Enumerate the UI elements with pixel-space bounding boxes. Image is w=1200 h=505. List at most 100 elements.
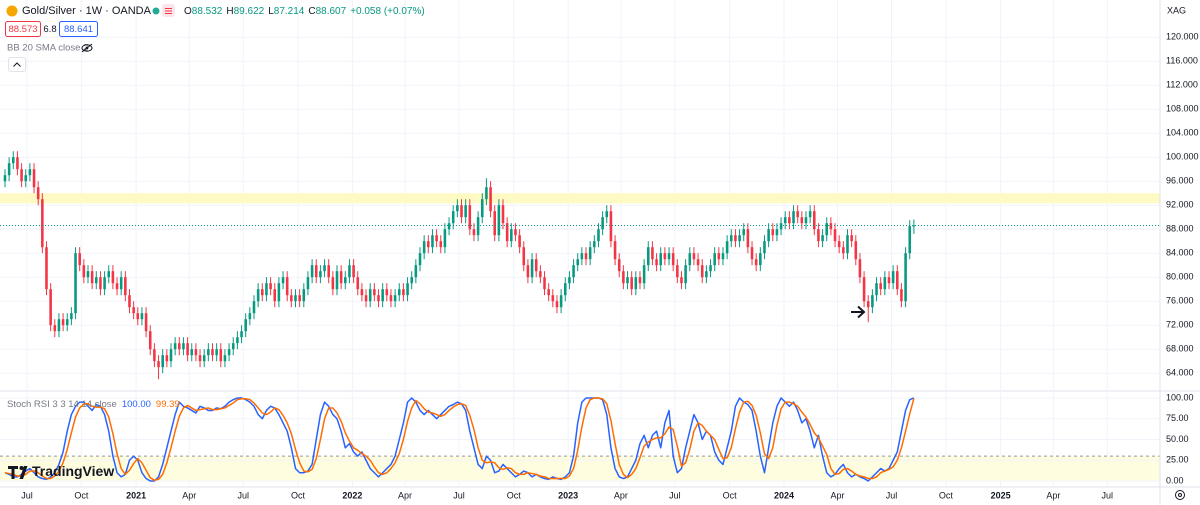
candle-body	[107, 271, 111, 278]
candle-body	[20, 169, 23, 182]
flag-icon	[165, 8, 172, 14]
candle-body	[393, 295, 397, 302]
candle-body	[717, 253, 721, 260]
candle-body	[111, 271, 115, 284]
candle-body	[94, 277, 98, 284]
candle-body	[559, 295, 563, 308]
candle-body	[576, 259, 580, 266]
candle-body	[792, 211, 795, 224]
candle-body	[36, 187, 40, 200]
candle-body	[269, 283, 272, 290]
candle-body	[485, 187, 488, 200]
ohlc-value: 88.607	[316, 6, 347, 17]
brand-logo	[8, 466, 28, 479]
y-tick-label: 112.000	[1166, 80, 1198, 90]
candle-body	[422, 241, 426, 254]
candle-body	[771, 229, 775, 236]
y-tick-label: 0.00	[1166, 475, 1184, 485]
candle-body	[617, 259, 621, 272]
candle-body	[273, 289, 277, 302]
candle-body	[622, 271, 625, 284]
x-tick-label: Oct	[74, 490, 89, 500]
stoch-legend: Stoch RSI 3 3 14 14 close 100.00 99.39	[7, 399, 180, 410]
bid-price: 88.573	[8, 24, 37, 35]
candle-body	[900, 289, 903, 302]
candle-body	[252, 301, 256, 314]
candle-body	[373, 289, 376, 296]
candle-body	[86, 271, 90, 278]
currency-label: XAG	[1167, 5, 1186, 15]
candle-body	[534, 259, 538, 272]
change-value: +0.058 (+0.07%)	[350, 6, 425, 17]
candle-body	[28, 169, 32, 176]
candle-body	[555, 301, 559, 308]
candle-body	[526, 265, 530, 278]
candle-body	[883, 277, 887, 290]
candle-body	[551, 295, 555, 302]
buy-button[interactable]	[59, 21, 98, 37]
candle-body	[103, 277, 106, 290]
candle-body	[875, 283, 878, 296]
candle-body	[464, 205, 467, 218]
candle-body	[381, 289, 384, 302]
indicator-label[interactable]: BB 20 SMA close 2	[7, 43, 88, 54]
candle-body	[489, 187, 492, 212]
candle-body	[850, 235, 853, 242]
candle-body	[240, 331, 243, 338]
candle-body	[742, 229, 746, 236]
candle-body	[310, 265, 314, 278]
candle-body	[837, 241, 841, 248]
y-tick-label: 96.000	[1166, 176, 1194, 186]
candle-body	[219, 349, 223, 362]
candle-body	[501, 205, 505, 224]
candle-body	[887, 277, 891, 284]
candle-body	[833, 229, 837, 242]
candle-body	[613, 241, 617, 260]
settings-button[interactable]	[1175, 490, 1185, 500]
ohlc-legend: O88.532 H89.622 L87.214 C88.607 +0.058 (+0.0…	[184, 6, 425, 17]
candle-body	[572, 265, 575, 278]
candle-body	[368, 289, 372, 302]
hide-icon[interactable]	[81, 43, 93, 53]
candle-body	[74, 253, 77, 314]
candle-body	[593, 241, 596, 248]
candle-body	[61, 319, 65, 326]
y-tick-label: 76.000	[1166, 296, 1194, 306]
candle-body	[352, 265, 355, 278]
candle-body	[140, 313, 144, 320]
candle-body	[700, 265, 704, 278]
y-tick-label: 116.000	[1166, 56, 1198, 66]
candle-body	[460, 205, 463, 218]
candle-body	[626, 277, 629, 284]
candle-body	[510, 229, 513, 242]
collapse-button[interactable]	[8, 57, 26, 72]
candle-body	[339, 271, 343, 284]
candle-body	[443, 229, 447, 248]
candle-body	[696, 259, 700, 266]
candle-body	[414, 265, 418, 278]
candle-body	[244, 319, 247, 332]
y-tick-label: 100.000	[1166, 152, 1199, 162]
ohlc-key: H	[226, 6, 233, 17]
candle-body	[128, 295, 131, 308]
candle-body	[385, 289, 389, 296]
candle-body	[468, 205, 472, 230]
x-tick-label: Oct	[723, 490, 738, 500]
candle-body	[65, 319, 69, 326]
sell-button[interactable]	[5, 21, 41, 37]
x-tick-label: Jul	[886, 490, 898, 500]
y-tick-label: 100.00	[1166, 392, 1194, 402]
indicator-line	[4, 397, 915, 482]
symbol-title[interactable]: Gold/Silver · 1W · OANDA	[22, 5, 152, 17]
x-tick-label: Oct	[291, 490, 306, 500]
candle-body	[290, 295, 293, 302]
candle-body	[829, 223, 833, 230]
candle-body	[738, 235, 741, 242]
candle-body	[82, 265, 86, 278]
y-tick-label: 108.000	[1166, 104, 1199, 114]
candle-body	[211, 349, 214, 356]
candle-body	[713, 253, 716, 266]
candle-body	[609, 211, 613, 242]
